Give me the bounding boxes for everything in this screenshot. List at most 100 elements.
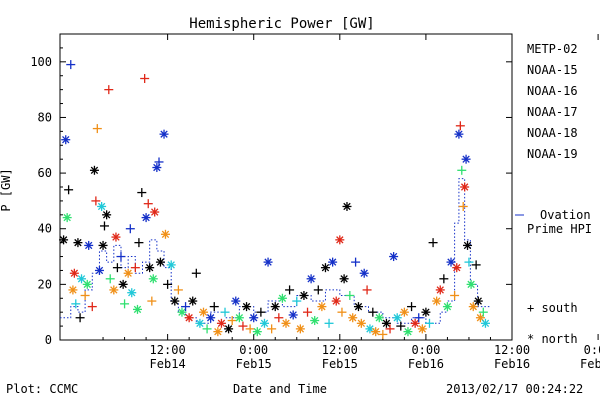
north-point xyxy=(359,268,369,278)
south-point xyxy=(414,313,424,323)
north-point xyxy=(159,129,169,139)
chart-title: Hemispheric Power [GW] xyxy=(189,16,374,32)
south-point xyxy=(303,307,313,317)
north-point xyxy=(339,274,349,284)
south-point xyxy=(91,196,101,206)
north-point xyxy=(461,154,471,164)
south-point xyxy=(75,313,85,323)
north-point xyxy=(452,263,462,273)
north-point xyxy=(353,302,363,312)
south-point xyxy=(267,324,277,334)
x-tick-date: Feb16 xyxy=(408,357,444,371)
north-point xyxy=(328,257,338,267)
south-point xyxy=(450,290,460,300)
north-point xyxy=(166,260,176,270)
y-tick-label: 80 xyxy=(38,110,52,124)
south-point xyxy=(428,238,438,248)
north-point xyxy=(356,318,366,328)
north-point xyxy=(480,318,490,328)
south-point xyxy=(134,238,144,248)
north-point xyxy=(234,313,244,323)
legend-item: NOAA-19 xyxy=(527,147,578,161)
north-point xyxy=(188,296,198,306)
south-point xyxy=(209,302,219,312)
north-point xyxy=(145,263,155,273)
south-point xyxy=(64,185,74,195)
north-point xyxy=(342,201,352,211)
north-point xyxy=(77,274,87,284)
north-point xyxy=(242,302,252,312)
south-point xyxy=(120,299,130,309)
south-point xyxy=(439,274,449,284)
north-point xyxy=(69,268,79,278)
plot-source: Plot: CCMC xyxy=(6,382,79,396)
north-point xyxy=(277,293,287,303)
legend-item: NOAA-17 xyxy=(527,105,578,119)
x-tick-time: 0:00 xyxy=(239,343,268,357)
north-point xyxy=(399,307,409,317)
north-point xyxy=(295,324,305,334)
north-point xyxy=(160,229,170,239)
south-point xyxy=(464,257,474,267)
north-point xyxy=(198,307,208,317)
north-point xyxy=(317,302,327,312)
north-point xyxy=(170,296,180,306)
north-point xyxy=(82,279,92,289)
y-tick-label: 0 xyxy=(45,333,52,347)
ovation-label-line2: Prime HPI xyxy=(527,222,592,236)
south-point xyxy=(245,324,255,334)
south-point xyxy=(385,324,395,334)
north-point xyxy=(306,274,316,284)
north-point xyxy=(123,268,133,278)
north-point xyxy=(374,313,384,323)
north-point xyxy=(127,288,137,298)
ovation-label-line1: Ovation xyxy=(540,208,591,222)
north-point xyxy=(61,135,71,145)
south-point xyxy=(227,316,237,326)
north-point xyxy=(310,316,320,326)
south-point xyxy=(407,302,417,312)
south-marker-legend: + south xyxy=(527,301,578,315)
south-point xyxy=(116,252,126,262)
south-point xyxy=(274,313,284,323)
south-point xyxy=(220,307,230,317)
axis-ticks: 02040608010012:00Feb140:00Feb1512:00Feb1… xyxy=(30,33,600,371)
south-point xyxy=(292,296,302,306)
x-tick-date: Feb16 xyxy=(494,357,530,371)
north-point xyxy=(195,318,205,328)
south-point xyxy=(396,321,406,331)
legend-item: METP-02 xyxy=(527,42,578,56)
north-point xyxy=(177,307,187,317)
north-point xyxy=(216,318,226,328)
south-point xyxy=(163,279,173,289)
north-point xyxy=(102,210,112,220)
north-point xyxy=(446,257,456,267)
south-point xyxy=(173,285,183,295)
legend: METP-02 NOAA-15 NOAA-16 NOAA-17 NOAA-18 NOAA-… xyxy=(527,42,578,161)
north-point xyxy=(213,327,223,337)
north-point xyxy=(460,182,470,192)
y-axis-label: P [GW] xyxy=(0,168,13,211)
x-tick-time: 12:00 xyxy=(322,343,358,357)
south-point xyxy=(137,188,147,198)
x-tick-time: 0:00 xyxy=(411,343,440,357)
north-point xyxy=(299,290,309,300)
south-point xyxy=(368,307,378,317)
south-point xyxy=(125,224,135,234)
ovation-hpi-line xyxy=(60,178,491,324)
south-point xyxy=(458,201,468,211)
south-point xyxy=(92,124,102,134)
south-point xyxy=(256,307,266,317)
south-point xyxy=(191,268,201,278)
north-point xyxy=(331,296,341,306)
north-point xyxy=(335,235,345,245)
x-tick-time: 12:00 xyxy=(150,343,186,357)
north-point xyxy=(206,313,216,323)
south-point xyxy=(345,290,355,300)
x-tick-time: 12:00 xyxy=(494,343,530,357)
north-point xyxy=(421,307,431,317)
data-points xyxy=(59,60,490,339)
y-tick-label: 20 xyxy=(38,277,52,291)
north-point xyxy=(224,324,234,334)
